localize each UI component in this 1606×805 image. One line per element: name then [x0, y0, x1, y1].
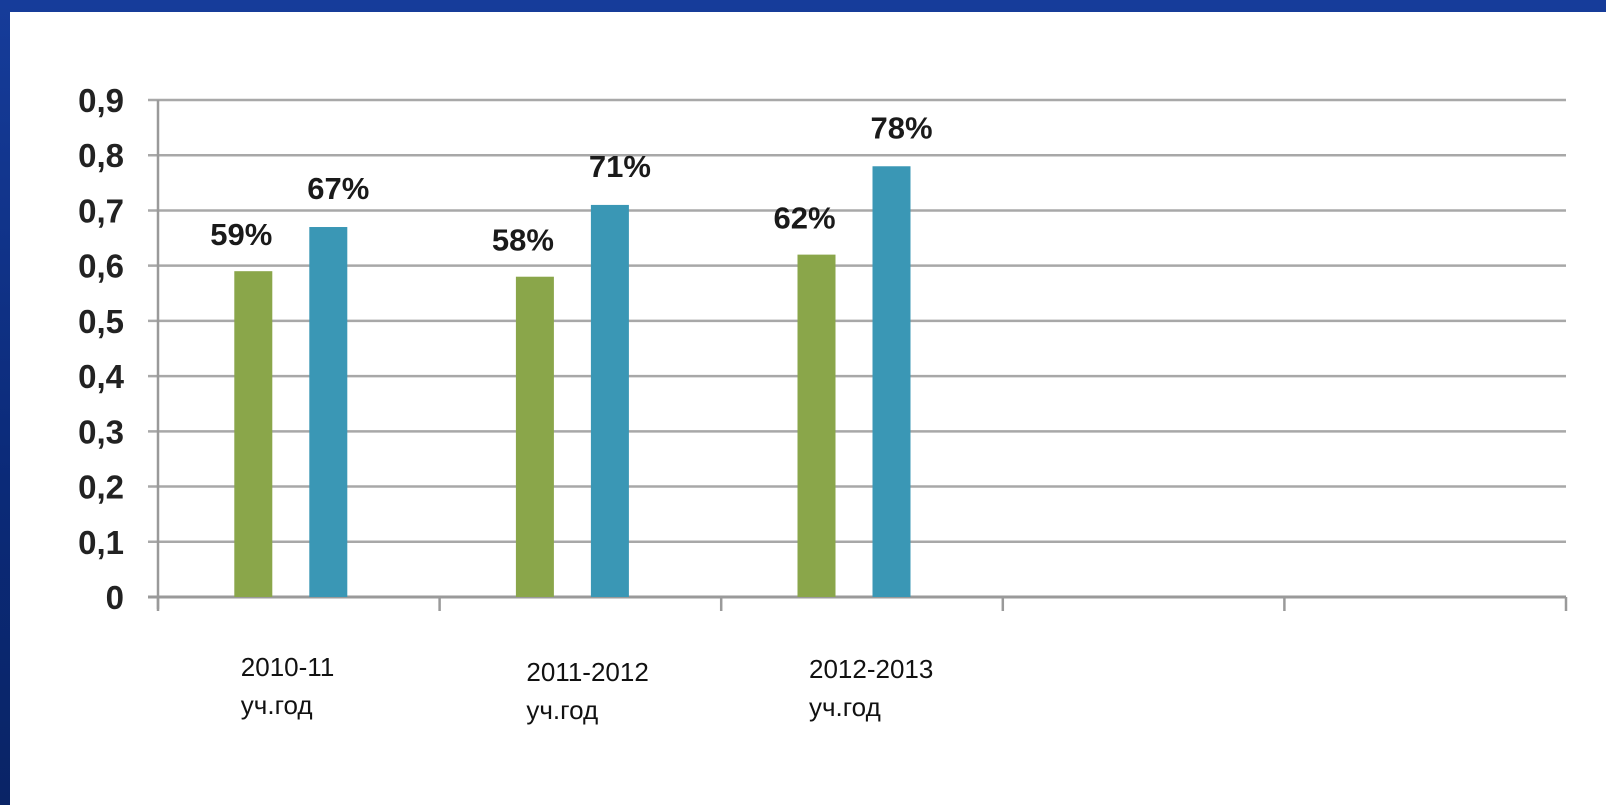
data-label: 71% [589, 149, 651, 184]
data-label: 67% [307, 171, 369, 206]
x-category-label: 2010-11 [241, 652, 334, 682]
y-tick-label: 0,9 [78, 82, 124, 119]
y-tick-label: 0,3 [78, 413, 124, 450]
y-tick-label: 0,1 [78, 524, 124, 561]
bar [872, 166, 911, 597]
data-label: 58% [492, 223, 554, 258]
y-tick-label: 0 [106, 579, 124, 616]
y-tick-label: 0,4 [78, 358, 125, 395]
bar [590, 204, 629, 597]
x-category-label: уч.год [241, 690, 313, 720]
x-category-label: уч.год [526, 695, 598, 725]
data-label: 62% [773, 201, 835, 236]
bar [309, 227, 348, 597]
x-category-label: уч.год [809, 692, 881, 722]
x-category-label: 2011-2012 [526, 657, 648, 687]
y-tick-label: 0,8 [78, 137, 124, 174]
bar [515, 276, 554, 597]
y-tick-label: 0,5 [78, 303, 124, 340]
x-category-label: 2012-2013 [809, 654, 933, 684]
data-label: 59% [210, 217, 272, 252]
y-tick-label: 0,7 [78, 192, 124, 229]
y-tick-label: 0,6 [78, 248, 124, 285]
data-label: 78% [870, 110, 932, 145]
bar [797, 254, 836, 597]
bar [234, 271, 273, 597]
y-tick-label: 0,2 [78, 469, 124, 506]
